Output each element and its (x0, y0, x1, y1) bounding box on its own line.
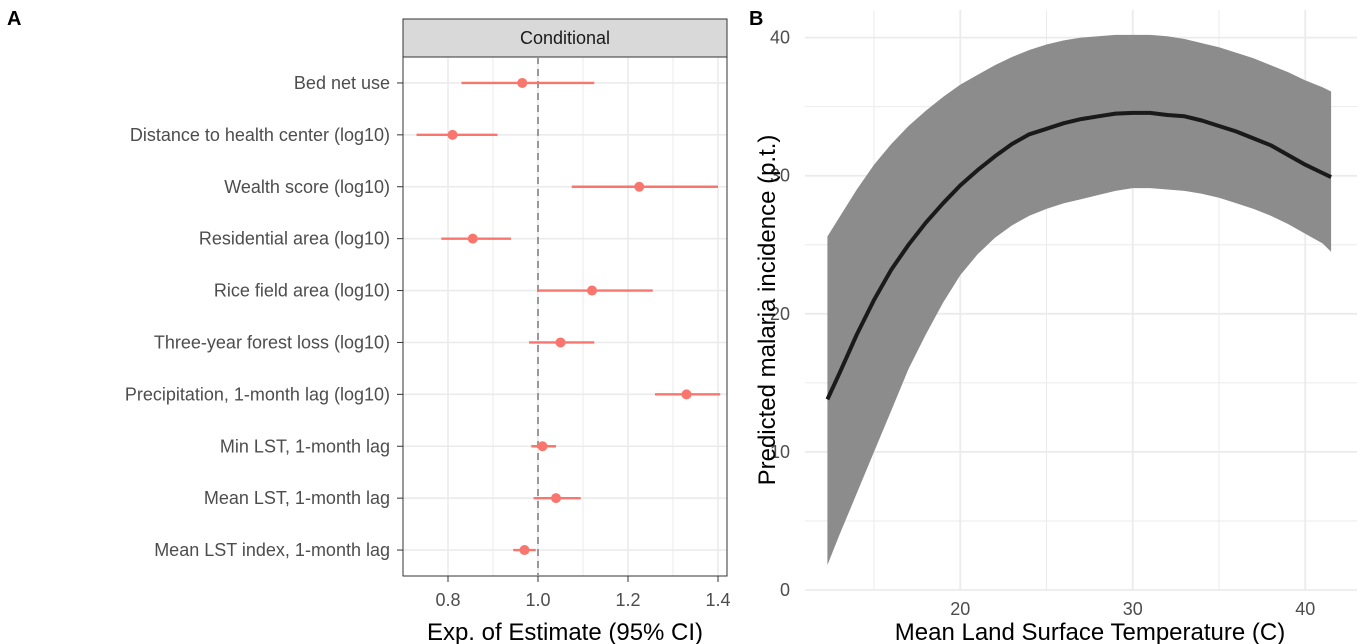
y-tick-label: 30 (770, 166, 790, 186)
y-tick-label: Precipitation, 1-month lag (log10) (125, 384, 390, 404)
y-tick-label: Bed net use (294, 73, 390, 93)
y-tick-label: Mean LST, 1-month lag (204, 488, 390, 508)
y-tick-label: 40 (770, 28, 790, 48)
x-tick-label: 1.4 (705, 590, 730, 610)
confidence-ribbon (827, 34, 1332, 566)
estimate-point (681, 389, 692, 400)
panel-a-letter: A (7, 8, 21, 30)
y-tick-label: Residential area (log10) (199, 229, 390, 249)
y-tick-label: 0 (780, 580, 790, 600)
forest-x-ticks: 0.8 1.0 1.2 1.4 (435, 576, 731, 610)
y-tick-label: Three-year forest loss (log10) (154, 332, 390, 352)
estimate-point (537, 441, 548, 452)
estimate-point (555, 337, 566, 348)
temperature-plot-area (825, 34, 1332, 566)
y-tick-label: Min LST, 1-month lag (220, 436, 390, 456)
x-tick-label: 30 (1123, 599, 1143, 619)
estimate-point (467, 233, 478, 244)
y-tick-label: Rice field area (log10) (214, 281, 390, 301)
temperature-y-axis-title: Predicted malaria incidence (p.t.) (754, 135, 781, 486)
estimate-point (634, 181, 645, 192)
y-tick-label: Distance to health center (log10) (130, 125, 390, 145)
x-tick-label: 20 (950, 599, 970, 619)
forest-plot: Conditional Bed net use Distance to healt… (125, 18, 731, 644)
y-tick-label: Mean LST index, 1-month lag (154, 540, 390, 560)
x-tick-label: 0.8 (435, 590, 460, 610)
y-tick-label: Wealth score (log10) (224, 177, 390, 197)
estimate-point (587, 285, 597, 296)
x-tick-label: 1.0 (525, 590, 550, 610)
facet-strip (402, 18, 728, 58)
x-tick-label: 1.2 (615, 590, 640, 610)
temperature-plot: 0 10 20 30 40 20 30 40 Mean Land Surface Temper… (754, 10, 1357, 644)
forest-x-axis-title: Exp. of Estimate (95% CI) (427, 619, 703, 644)
panel-b-letter: B (749, 8, 763, 30)
y-tick-label: 20 (770, 304, 790, 324)
facet-strip-label: Conditional (520, 28, 610, 48)
temperature-x-axis-title: Mean Land Surface Temperature (C) (895, 619, 1285, 644)
prediction-line (825, 110, 1332, 401)
y-tick-label: 10 (770, 442, 790, 462)
estimate-point (551, 493, 561, 504)
temperature-ticks: 0 10 20 30 40 20 30 40 (770, 28, 1315, 619)
estimate-point (447, 129, 458, 140)
estimate-point (519, 545, 530, 556)
estimate-point (517, 77, 528, 88)
forest-panel-border (402, 56, 728, 577)
x-tick-label: 40 (1295, 599, 1315, 619)
forest-rows: Bed net use Distance to health center (lo… (125, 73, 721, 560)
